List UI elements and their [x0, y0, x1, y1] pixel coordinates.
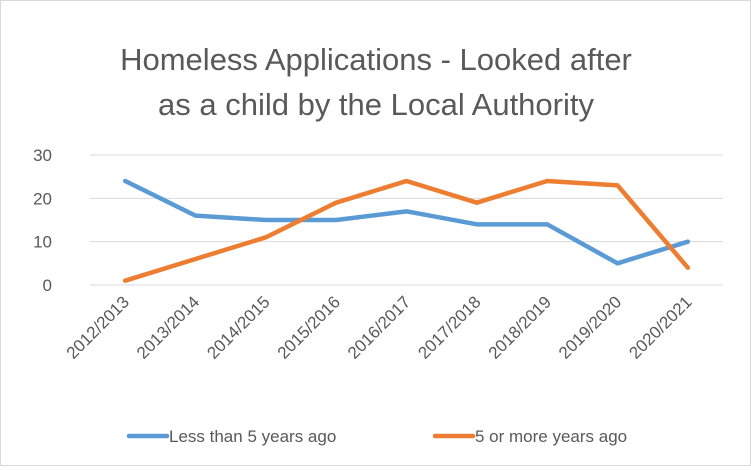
x-tick-label: 2020/2021: [625, 292, 695, 362]
x-tick-label: 2018/2019: [485, 292, 555, 362]
y-tick-label: 20: [33, 189, 52, 208]
data-point: [476, 223, 478, 225]
data-point: [406, 210, 407, 212]
legend-label: Less than 5 years ago: [169, 427, 336, 446]
x-axis-ticks: 2012/2013 2013/2014 2014/2015 2015/2016 2016…: [63, 292, 696, 362]
x-tick-label: 2015/2016: [274, 292, 344, 362]
y-axis-ticks: 0 10 20 30: [33, 146, 52, 295]
legend: Less than 5 years ago 5 or more years ago: [126, 427, 627, 446]
data-point: [124, 180, 126, 182]
data-point: [124, 280, 126, 282]
data-point: [406, 180, 407, 182]
x-tick-label: 2017/2018: [414, 292, 484, 362]
y-tick-label: 10: [33, 233, 52, 252]
data-point: [617, 184, 618, 186]
chart-title-line-1: Homeless Applications - Looked after: [120, 42, 632, 77]
x-tick-label: 2012/2013: [63, 292, 133, 362]
data-point: [617, 262, 618, 264]
y-tick-label: 0: [43, 276, 52, 295]
data-point: [335, 202, 337, 204]
data-point: [546, 223, 548, 225]
series-lines: [122, 178, 691, 283]
data-point: [546, 180, 548, 182]
data-point: [265, 219, 267, 221]
legend-label: 5 or more years ago: [475, 427, 627, 446]
x-tick-label: 2013/2014: [133, 292, 203, 362]
series-line-1: [122, 178, 691, 266]
chart-title-line-2: as a child by the Local Authority: [158, 87, 594, 122]
data-point: [687, 241, 689, 243]
x-tick-label: 2016/2017: [344, 292, 414, 362]
data-point: [687, 267, 689, 269]
x-tick-label: 2019/2020: [555, 292, 625, 362]
data-point: [195, 215, 196, 217]
data-point: [476, 202, 478, 204]
x-tick-label: 2014/2015: [203, 292, 273, 362]
gridlines: [90, 154, 723, 286]
y-tick-label: 30: [33, 146, 52, 165]
data-point: [265, 236, 267, 238]
data-point: [195, 258, 196, 260]
series-line-2: [122, 178, 691, 283]
data-point: [335, 219, 337, 221]
